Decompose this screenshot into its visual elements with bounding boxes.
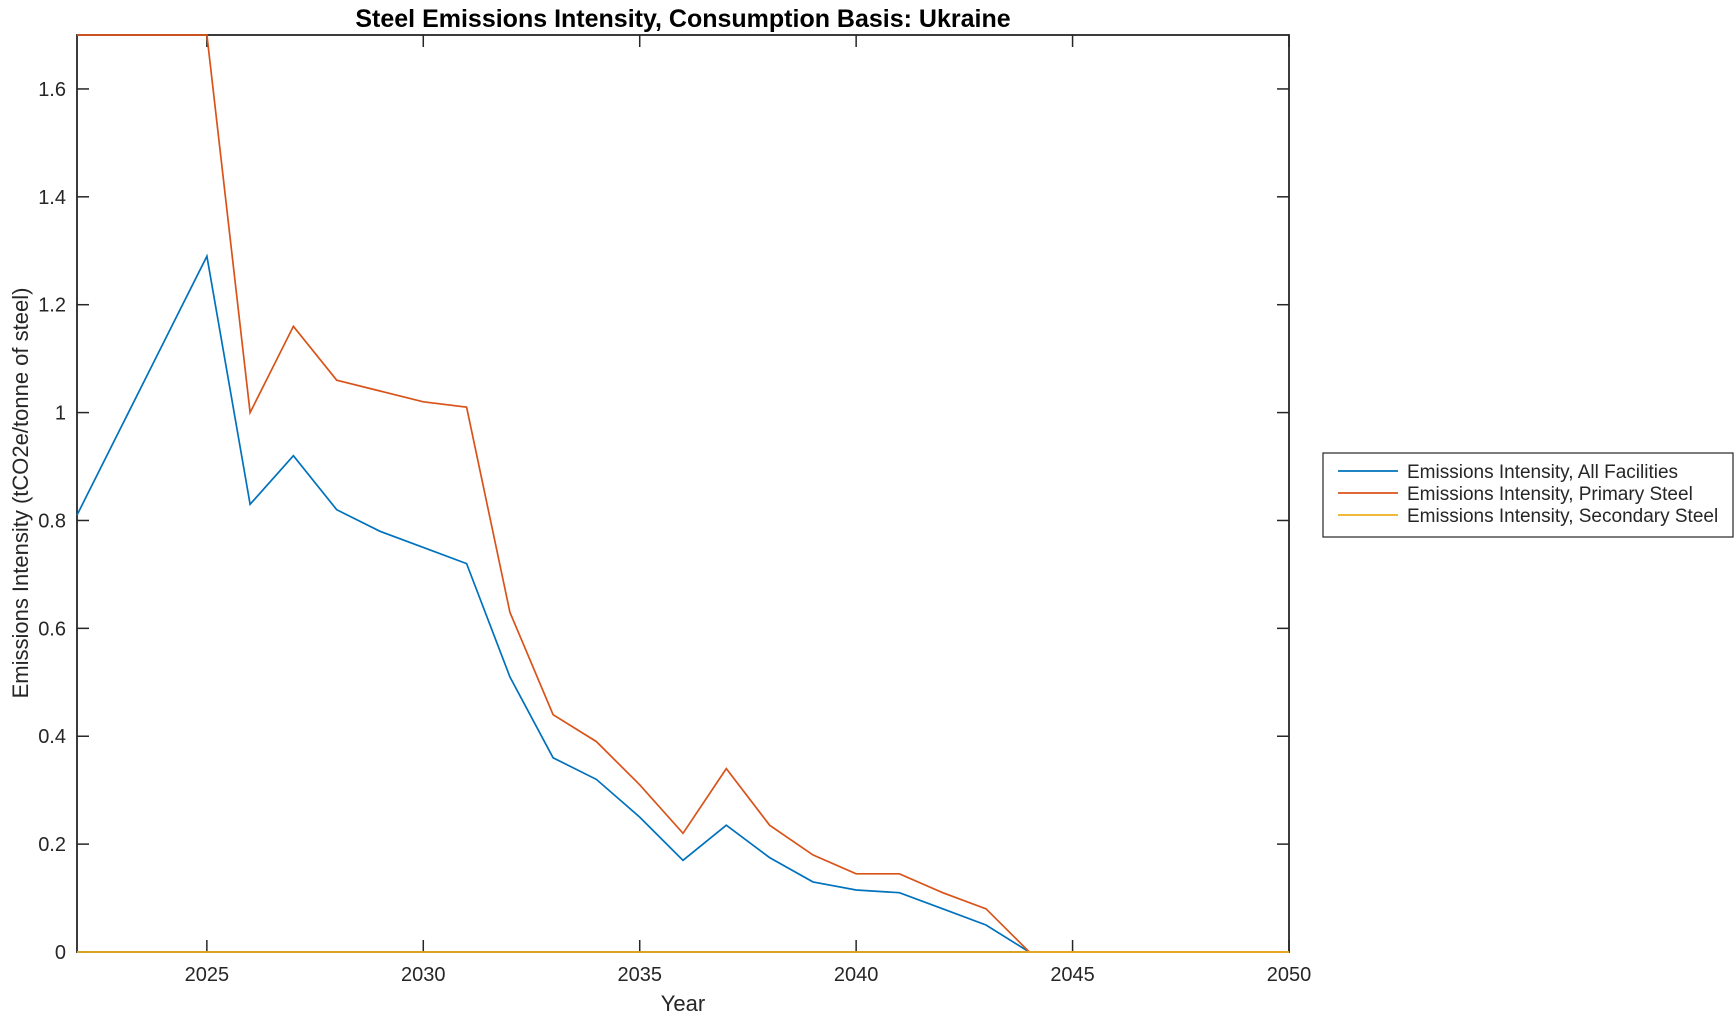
- chart-title: Steel Emissions Intensity, Consumption B…: [355, 5, 1010, 33]
- series-lines: [76, 34, 1289, 953]
- line-series-0: [76, 253, 1289, 953]
- legend-entry: Emissions Intensity, Primary Steel: [1338, 484, 1693, 505]
- y-tick-label: 0.4: [38, 726, 66, 748]
- legend-entry: Emissions Intensity, All Facilities: [1338, 462, 1678, 483]
- y-tick-label: 1.6: [38, 79, 66, 101]
- legend-label-primary-steel: Emissions Intensity, Primary Steel: [1407, 484, 1693, 505]
- legend-label-secondary-steel: Emissions Intensity, Secondary Steel: [1407, 506, 1718, 527]
- y-tick-label: 1: [55, 403, 66, 425]
- x-tick-label: 2045: [1050, 964, 1095, 986]
- x-tick-label: 2035: [617, 964, 662, 986]
- y-tick-label: 0.2: [38, 834, 66, 856]
- legend-label-all-facilities: Emissions Intensity, All Facilities: [1407, 462, 1678, 483]
- y-tick-label: 0.8: [38, 510, 66, 532]
- x-tick-label: 2050: [1267, 964, 1312, 986]
- x-tick-label: 2025: [185, 964, 230, 986]
- y-tick-label: 1.4: [38, 187, 66, 209]
- legend-entry: Emissions Intensity, Secondary Steel: [1338, 506, 1718, 527]
- x-axis-label: Year: [661, 991, 705, 1016]
- x-tick-label: 2030: [401, 964, 446, 986]
- y-tick-label: 1.2: [38, 295, 66, 317]
- legend-box: [1322, 452, 1734, 538]
- y-axis-label: Emissions Intensity (tCO2e/tonne of stee…: [8, 288, 33, 699]
- y-tick-labels: 0 0.2 0.4 0.6 0.8 1 1.2 1.4 1.6: [38, 79, 66, 964]
- y-tick-label: 0.6: [38, 618, 66, 640]
- x-tick-label: 2040: [834, 964, 879, 986]
- x-tick-labels: 2025 2030 2035 2040 2045 2050: [185, 964, 1312, 986]
- legend: Emissions Intensity, All Facilities Emis…: [1322, 452, 1734, 538]
- y-tick-label: 0: [55, 942, 66, 964]
